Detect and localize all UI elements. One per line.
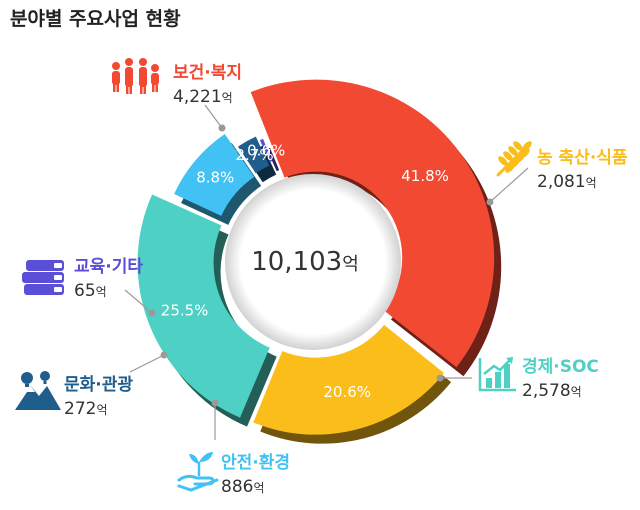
pie-slice-4 bbox=[174, 134, 262, 225]
category-name: 경제·SOC bbox=[522, 357, 599, 377]
category-label: 안전·환경 886억 bbox=[177, 452, 290, 497]
category-name: 교육·기타 bbox=[74, 257, 143, 277]
leader-line bbox=[211, 399, 219, 440]
pie-slice-1 bbox=[250, 79, 502, 377]
category-value: 2,081억 bbox=[537, 172, 597, 192]
category-name: 보건·복지 bbox=[173, 63, 242, 83]
page-title: 분야별 주요사업 현황 bbox=[10, 8, 181, 30]
pct-label: 0.6% bbox=[247, 142, 285, 160]
sprout-hand-icon bbox=[177, 452, 219, 492]
category-label: 교육·기타 65억 bbox=[22, 257, 143, 301]
category-name: 문화·관광 bbox=[64, 375, 133, 395]
pct-label: 20.6% bbox=[323, 383, 371, 401]
books-icon bbox=[22, 260, 64, 295]
category-label: 문화·관광 272억 bbox=[15, 371, 133, 419]
category-value: 886억 bbox=[221, 477, 265, 497]
leader-line bbox=[129, 351, 168, 373]
total-label: 10,103억 bbox=[251, 247, 359, 277]
category-name: 농 축산·식품 bbox=[537, 148, 628, 168]
category-value: 2,578억 bbox=[522, 381, 582, 401]
pct-label: 25.5% bbox=[161, 302, 209, 320]
category-label: 보건·복지 4,221억 bbox=[112, 58, 242, 107]
category-label: 농 축산·식품 2,081억 bbox=[496, 141, 628, 192]
category-label: 경제·SOC 2,578억 bbox=[478, 357, 599, 401]
category-name: 안전·환경 bbox=[221, 453, 290, 473]
growth-chart-icon bbox=[478, 357, 516, 392]
leader-line bbox=[124, 289, 156, 317]
donut-hole-shade bbox=[225, 174, 401, 350]
pie-slice-3 bbox=[137, 194, 277, 427]
pct-label: 2.7% bbox=[235, 146, 273, 164]
leader-line bbox=[486, 167, 529, 206]
leader-line bbox=[204, 104, 226, 132]
wheat-icon bbox=[496, 141, 532, 177]
pie-slice-6 bbox=[259, 138, 280, 172]
pie-slice-5 bbox=[237, 136, 277, 183]
pie-slice-2 bbox=[253, 324, 452, 444]
landscape-balloon-icon bbox=[15, 371, 61, 410]
family-icon bbox=[112, 58, 159, 94]
category-value: 272억 bbox=[64, 399, 108, 419]
category-value: 4,221억 bbox=[173, 87, 233, 107]
category-value: 65억 bbox=[74, 281, 107, 301]
leader-line bbox=[436, 374, 472, 382]
pct-label: 41.8% bbox=[401, 167, 449, 185]
pct-label: 8.8% bbox=[196, 168, 234, 186]
